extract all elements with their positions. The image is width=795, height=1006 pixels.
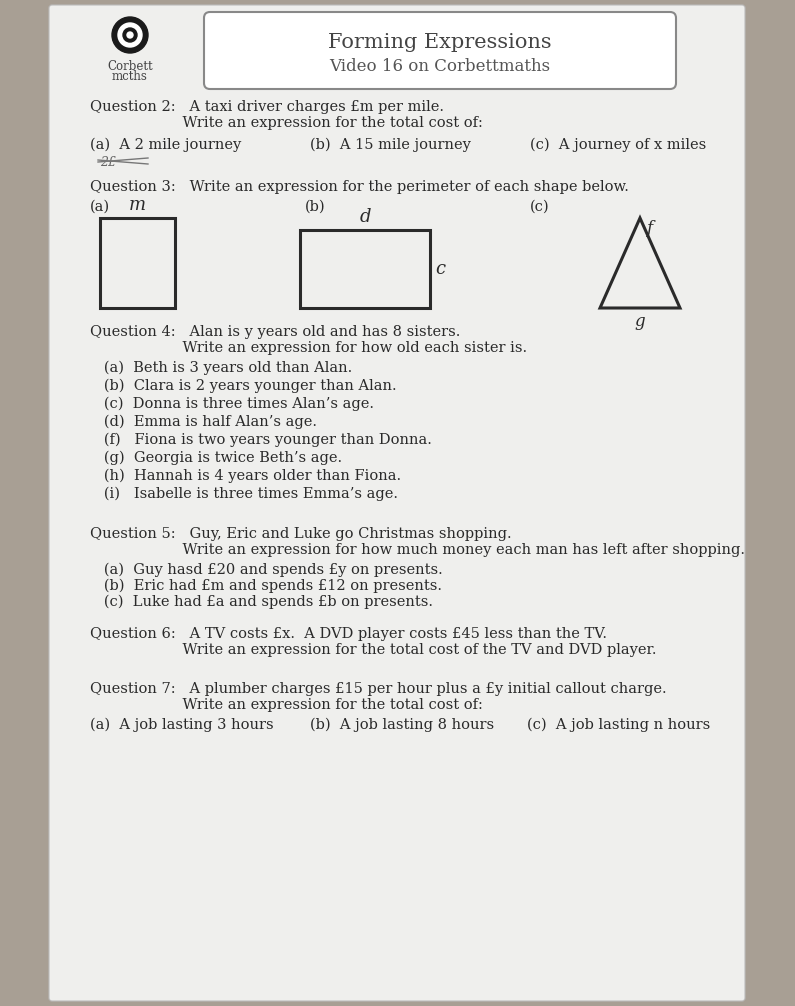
- Text: f: f: [646, 220, 652, 237]
- Text: (a)  A 2 mile journey: (a) A 2 mile journey: [90, 138, 241, 152]
- Text: (g)  Georgia is twice Beth’s age.: (g) Georgia is twice Beth’s age.: [90, 451, 342, 466]
- Text: (i)   Isabelle is three times Emma’s age.: (i) Isabelle is three times Emma’s age.: [90, 487, 398, 501]
- Text: Question 2:   A taxi driver charges £m per mile.: Question 2: A taxi driver charges £m per…: [90, 100, 444, 114]
- Text: Write an expression for how old each sister is.: Write an expression for how old each sis…: [90, 341, 527, 355]
- Circle shape: [112, 17, 148, 53]
- Text: Write an expression for the total cost of:: Write an expression for the total cost o…: [90, 116, 483, 130]
- Text: Forming Expressions: Forming Expressions: [328, 32, 552, 51]
- Text: c: c: [435, 260, 445, 278]
- Text: (a)  Guy hasd £20 and spends £y on presents.: (a) Guy hasd £20 and spends £y on presen…: [90, 563, 443, 577]
- Text: (c)  A journey of x miles: (c) A journey of x miles: [530, 138, 706, 152]
- Text: mcths: mcths: [112, 70, 148, 83]
- Text: Question 3:   Write an expression for the perimeter of each shape below.: Question 3: Write an expression for the …: [90, 180, 629, 194]
- Text: (b)  Clara is 2 years younger than Alan.: (b) Clara is 2 years younger than Alan.: [90, 379, 397, 393]
- Text: (h)  Hannah is 4 years older than Fiona.: (h) Hannah is 4 years older than Fiona.: [90, 469, 401, 484]
- Text: g: g: [634, 313, 646, 330]
- Circle shape: [127, 32, 133, 38]
- Text: Write an expression for how much money each man has left after shopping.: Write an expression for how much money e…: [90, 543, 745, 557]
- Text: (c)  A job lasting n hours: (c) A job lasting n hours: [527, 718, 710, 732]
- Text: Question 7:   A plumber charges £15 per hour plus a £y initial callout charge.: Question 7: A plumber charges £15 per ho…: [90, 682, 667, 696]
- Text: m: m: [129, 196, 146, 214]
- Text: (c)  Donna is three times Alan’s age.: (c) Donna is three times Alan’s age.: [90, 397, 374, 411]
- Text: (c): (c): [530, 200, 549, 214]
- Text: Corbett: Corbett: [107, 60, 153, 73]
- FancyBboxPatch shape: [49, 5, 745, 1001]
- FancyBboxPatch shape: [204, 12, 676, 89]
- Text: (b)  A 15 mile journey: (b) A 15 mile journey: [310, 138, 471, 152]
- Text: (b)  Eric had £m and spends £12 on presents.: (b) Eric had £m and spends £12 on presen…: [90, 579, 442, 594]
- Circle shape: [118, 23, 142, 47]
- Bar: [100, 218, 175, 308]
- Text: (d)  Emma is half Alan’s age.: (d) Emma is half Alan’s age.: [90, 415, 317, 430]
- Circle shape: [123, 28, 137, 42]
- Text: Write an expression for the total cost of:: Write an expression for the total cost o…: [90, 698, 483, 712]
- Text: Question 5:   Guy, Eric and Luke go Christmas shopping.: Question 5: Guy, Eric and Luke go Christ…: [90, 527, 512, 541]
- Text: (b)  A job lasting 8 hours: (b) A job lasting 8 hours: [310, 718, 494, 732]
- Text: Write an expression for the total cost of the TV and DVD player.: Write an expression for the total cost o…: [90, 643, 657, 657]
- Text: (c)  Luke had £a and spends £b on presents.: (c) Luke had £a and spends £b on present…: [90, 595, 433, 610]
- Text: (a)  Beth is 3 years old than Alan.: (a) Beth is 3 years old than Alan.: [90, 361, 352, 375]
- Text: 2£: 2£: [100, 156, 116, 169]
- Text: Video 16 on Corbettmaths: Video 16 on Corbettmaths: [329, 57, 551, 74]
- Bar: [300, 230, 430, 308]
- Text: (f)   Fiona is two years younger than Donna.: (f) Fiona is two years younger than Donn…: [90, 433, 432, 448]
- Text: (a): (a): [90, 200, 111, 214]
- Text: (a)  A job lasting 3 hours: (a) A job lasting 3 hours: [90, 718, 273, 732]
- Text: d: d: [359, 208, 370, 226]
- Text: (b): (b): [305, 200, 326, 214]
- Text: Question 4:   Alan is y years old and has 8 sisters.: Question 4: Alan is y years old and has …: [90, 325, 460, 339]
- Text: Question 6:   A TV costs £x.  A DVD player costs £45 less than the TV.: Question 6: A TV costs £x. A DVD player …: [90, 627, 607, 641]
